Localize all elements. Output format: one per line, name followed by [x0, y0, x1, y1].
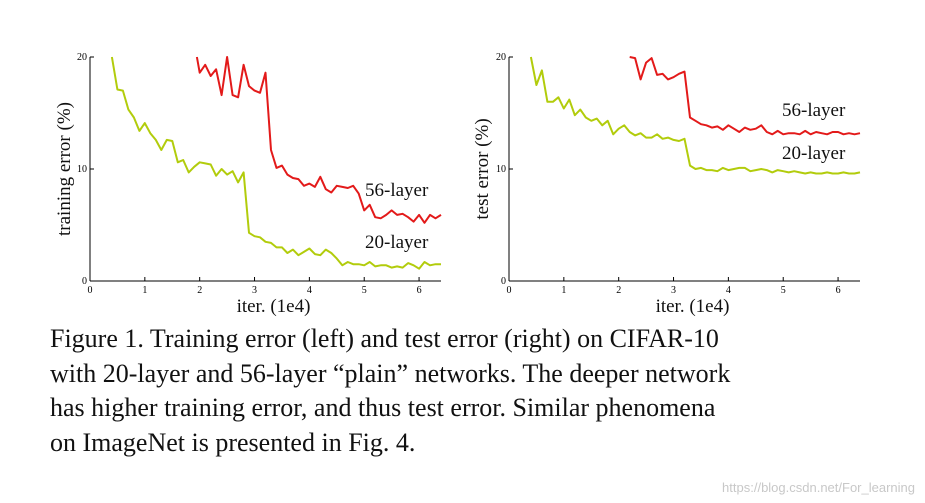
caption-line-2: with 20-layer and 56-layer “plain” netwo… [50, 358, 731, 388]
x-tick-label: 4 [726, 285, 731, 296]
figure-caption: Figure 1. Training error (left) and test… [50, 322, 870, 460]
series-line-20-layer [529, 56, 861, 175]
x-tick-label: 1 [561, 285, 566, 296]
x-tick-label: 5 [781, 285, 786, 296]
series-line-56-layer [195, 56, 442, 224]
y-tick-label: 0 [501, 276, 506, 287]
x-axis-label: iter. (1e4) [237, 296, 311, 317]
x-tick-label: 5 [362, 285, 367, 296]
series-label-56-layer: 56-layer [782, 100, 846, 121]
series-line-56-layer [629, 56, 861, 136]
series-label-20-layer: 20-layer [365, 232, 429, 253]
x-tick-label: 3 [252, 285, 257, 296]
x-tick-label: 0 [507, 285, 512, 296]
y-axis-label: training error (%) [54, 102, 75, 236]
caption-line-1: Figure 1. Training error (left) and test… [50, 324, 719, 353]
x-tick-label: 6 [417, 285, 422, 296]
series-label-56-layer: 56-layer [365, 180, 429, 201]
x-tick-label: 0 [88, 285, 93, 296]
caption-line-3: has higher training error, and thus test… [50, 393, 716, 422]
watermark: https://blog.csdn.net/For_learning [722, 480, 915, 495]
chart-panel-test: 0 1 2 3 4 5 6 0 10 20 iter. (1e4) test error (%) 56-… [472, 52, 861, 317]
y-tick-label: 10 [496, 164, 506, 175]
x-tick-label: 2 [616, 285, 621, 296]
y-tick-label: 20 [77, 52, 87, 63]
chart-panel-training: 0 1 2 3 4 5 6 0 10 20 iter. (1e4) training error (%… [54, 52, 442, 317]
series-label-20-layer: 20-layer [782, 143, 846, 164]
x-tick-label: 6 [836, 285, 841, 296]
y-tick-label: 20 [496, 52, 506, 63]
x-tick-label: 4 [307, 285, 312, 296]
y-tick-label: 10 [77, 164, 87, 175]
caption-line-4: on ImageNet is presented in Fig. 4. [50, 427, 416, 457]
y-axis-label: test error (%) [472, 118, 493, 219]
y-tick-label: 0 [82, 276, 87, 287]
x-tick-label: 1 [142, 285, 147, 296]
series-line-20-layer [110, 56, 441, 270]
x-tick-label: 2 [197, 285, 202, 296]
x-axis-label: iter. (1e4) [656, 296, 730, 317]
x-tick-label: 3 [671, 285, 676, 296]
